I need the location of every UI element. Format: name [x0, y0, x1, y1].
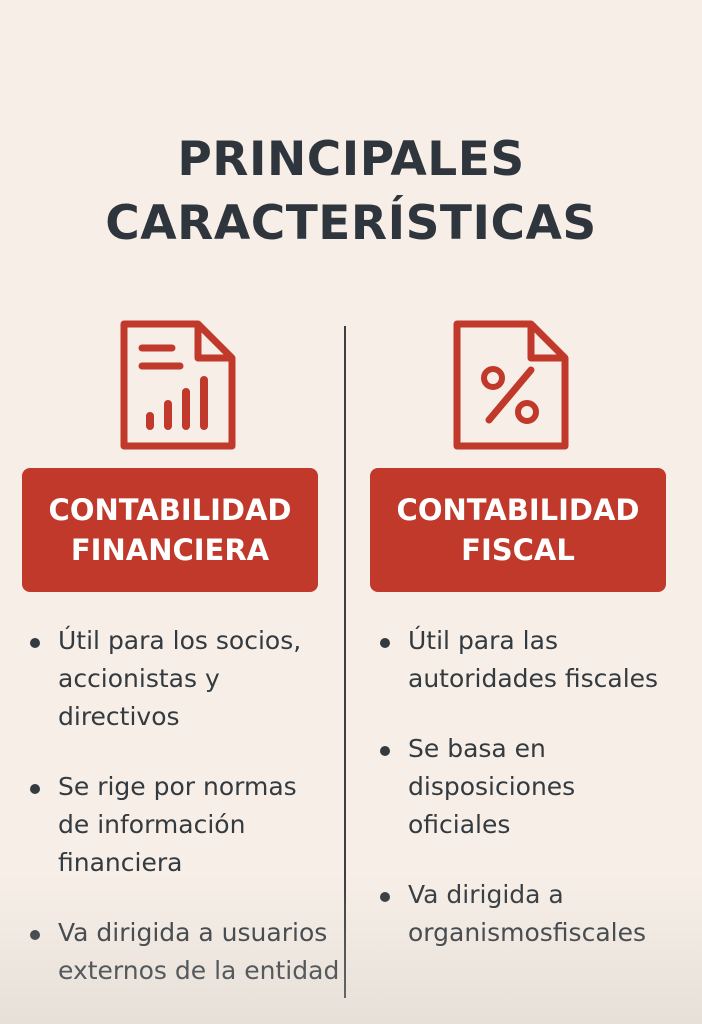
fiscal-label-line-2: FISCAL: [461, 533, 575, 567]
financial-accounting-label: CONTABILIDAD FINANCIERA: [22, 468, 318, 592]
bullet-icon: [30, 784, 40, 794]
list-item-line: Va dirigida a usuarios: [58, 918, 328, 947]
list-item-text: Se basa en disposiciones oficiales: [408, 730, 696, 844]
fiscal-label-line-1: CONTABILIDAD: [396, 493, 640, 527]
list-item-line: directivos: [58, 702, 180, 731]
list-item: Útil para los socios, accionistas y dire…: [30, 622, 342, 736]
financial-features-list: Útil para los socios, accionistas y dire…: [30, 622, 342, 1022]
bullet-icon: [30, 638, 40, 648]
list-item: Va dirigida a organismosfiscales: [380, 876, 696, 952]
list-item-line: oficiales: [408, 810, 511, 839]
fiscal-accounting-label: CONTABILIDAD FISCAL: [370, 468, 666, 592]
list-item-line: Va dirigida a: [408, 880, 564, 909]
percent-document-icon: [453, 320, 569, 455]
bullet-icon: [380, 746, 390, 756]
fiscal-features-list: Útil para las autoridades fiscales Se ba…: [380, 622, 696, 984]
column-divider: [344, 326, 346, 998]
list-item-text: Útil para los socios, accionistas y dire…: [58, 622, 342, 736]
financial-label-line-1: CONTABILIDAD: [48, 493, 292, 527]
title-line-1: PRINCIPALES: [177, 132, 525, 187]
list-item-text: Va dirigida a usuarios externos de la en…: [58, 914, 342, 990]
list-item-line: Útil para las: [408, 626, 558, 655]
list-item-line: autoridades fiscales: [408, 664, 659, 693]
list-item-line: accionistas y: [58, 664, 220, 693]
list-item-text: Se rige por normas de información financ…: [58, 768, 342, 882]
list-item-line: Útil para los socios,: [58, 626, 302, 655]
page-title: PRINCIPALES CARACTERÍSTICAS: [0, 128, 702, 256]
title-line-2: CARACTERÍSTICAS: [105, 196, 597, 251]
bullet-icon: [380, 892, 390, 902]
list-item-line: externos de la entidad: [58, 956, 340, 985]
list-item-text: Va dirigida a organismosfiscales: [408, 876, 696, 952]
list-item-line: Se basa en: [408, 734, 546, 763]
financial-report-icon: [120, 320, 236, 455]
list-item: Va dirigida a usuarios externos de la en…: [30, 914, 342, 990]
financial-label-line-2: FINANCIERA: [70, 533, 270, 567]
bullet-icon: [380, 638, 390, 648]
bullet-icon: [30, 930, 40, 940]
list-item-text: Útil para las autoridades fiscales: [408, 622, 696, 698]
list-item-line: de información: [58, 810, 246, 839]
list-item-line: financiera: [58, 848, 183, 877]
list-item: Útil para las autoridades fiscales: [380, 622, 696, 698]
list-item-line: organismosfiscales: [408, 918, 647, 947]
list-item: Se rige por normas de información financ…: [30, 768, 342, 882]
list-item: Se basa en disposiciones oficiales: [380, 730, 696, 844]
list-item-line: disposiciones: [408, 772, 576, 801]
list-item-line: Se rige por normas: [58, 772, 297, 801]
